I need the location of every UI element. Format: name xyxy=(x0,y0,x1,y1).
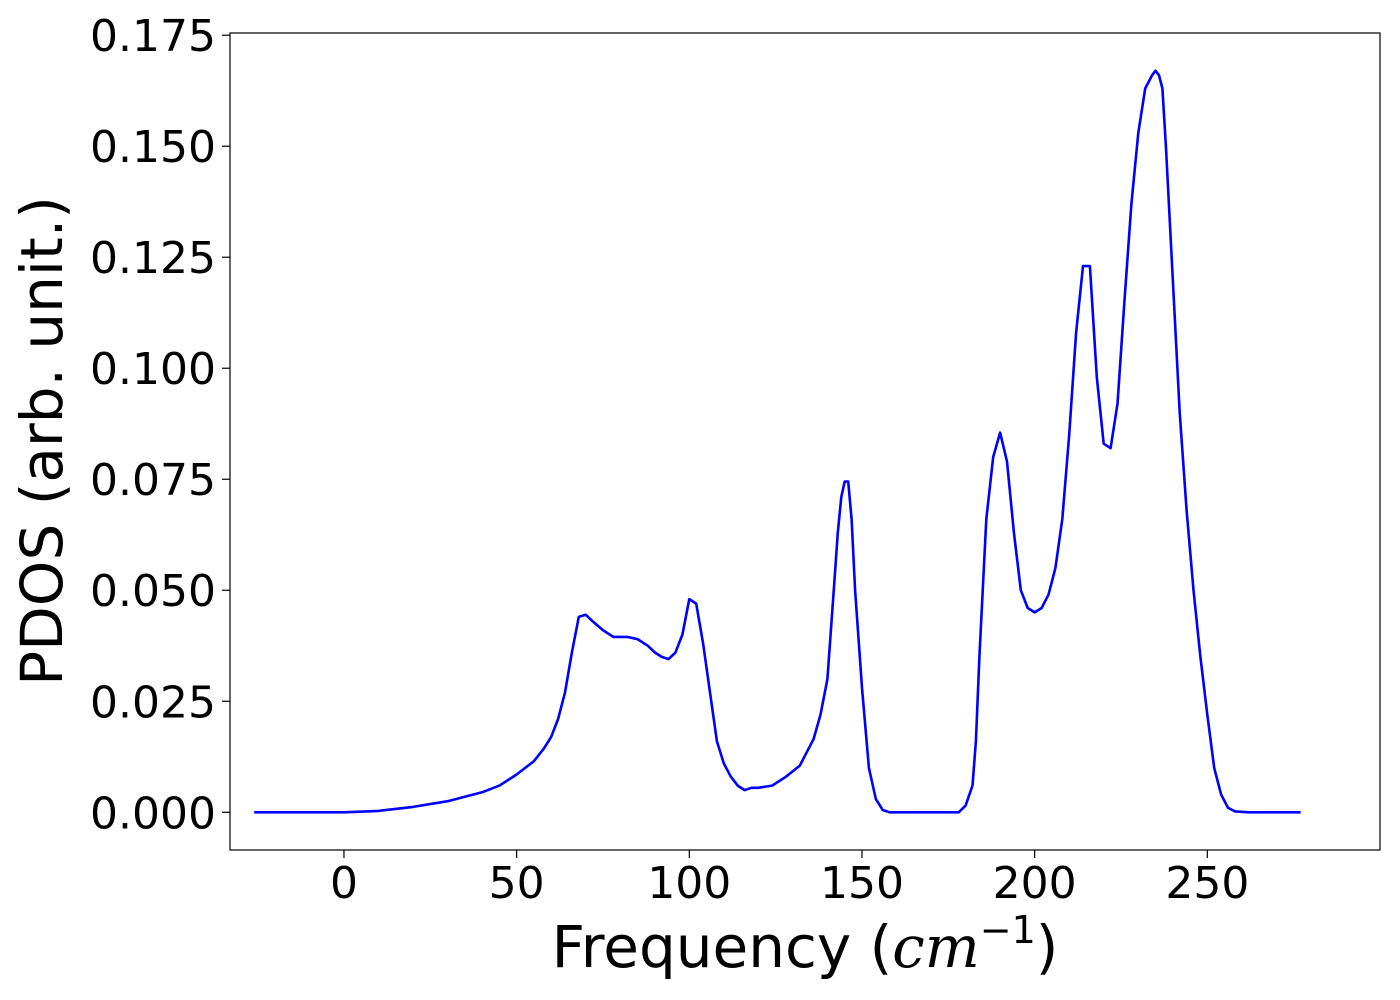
plot-area xyxy=(254,69,1301,814)
y-tick-label: 0.000 xyxy=(90,788,216,839)
y-tick-label: 0.100 xyxy=(90,344,216,395)
y-tick-label: 0.050 xyxy=(90,566,216,617)
x-tick-label: 50 xyxy=(489,858,545,909)
y-tick-label: 0.025 xyxy=(90,677,216,728)
y-tick-label: 0.175 xyxy=(90,11,216,62)
x-tick-label: 200 xyxy=(993,858,1077,909)
y-tick-label: 0.075 xyxy=(90,455,216,506)
series-line-1 xyxy=(254,69,1301,814)
y-axis-label: PDOS (arb. unit.) xyxy=(8,196,76,686)
x-tick-label: 100 xyxy=(647,858,731,909)
y-axis-ticks: 0.000 0.025 0.050 0.075 0.100 0.125 0.150 0.175 xyxy=(90,11,230,839)
y-tick-label: 0.125 xyxy=(90,233,216,284)
plot-frame xyxy=(229,32,1381,851)
x-tick-label: 0 xyxy=(330,858,358,909)
y-tick-label: 0.150 xyxy=(90,122,216,173)
x-axis-label: Frequency (cm−1) xyxy=(552,908,1059,981)
x-tick-label: 150 xyxy=(820,858,904,909)
x-axis-ticks: 0 50 100 150 200 250 xyxy=(330,850,1249,909)
x-tick-label: 250 xyxy=(1165,858,1249,909)
